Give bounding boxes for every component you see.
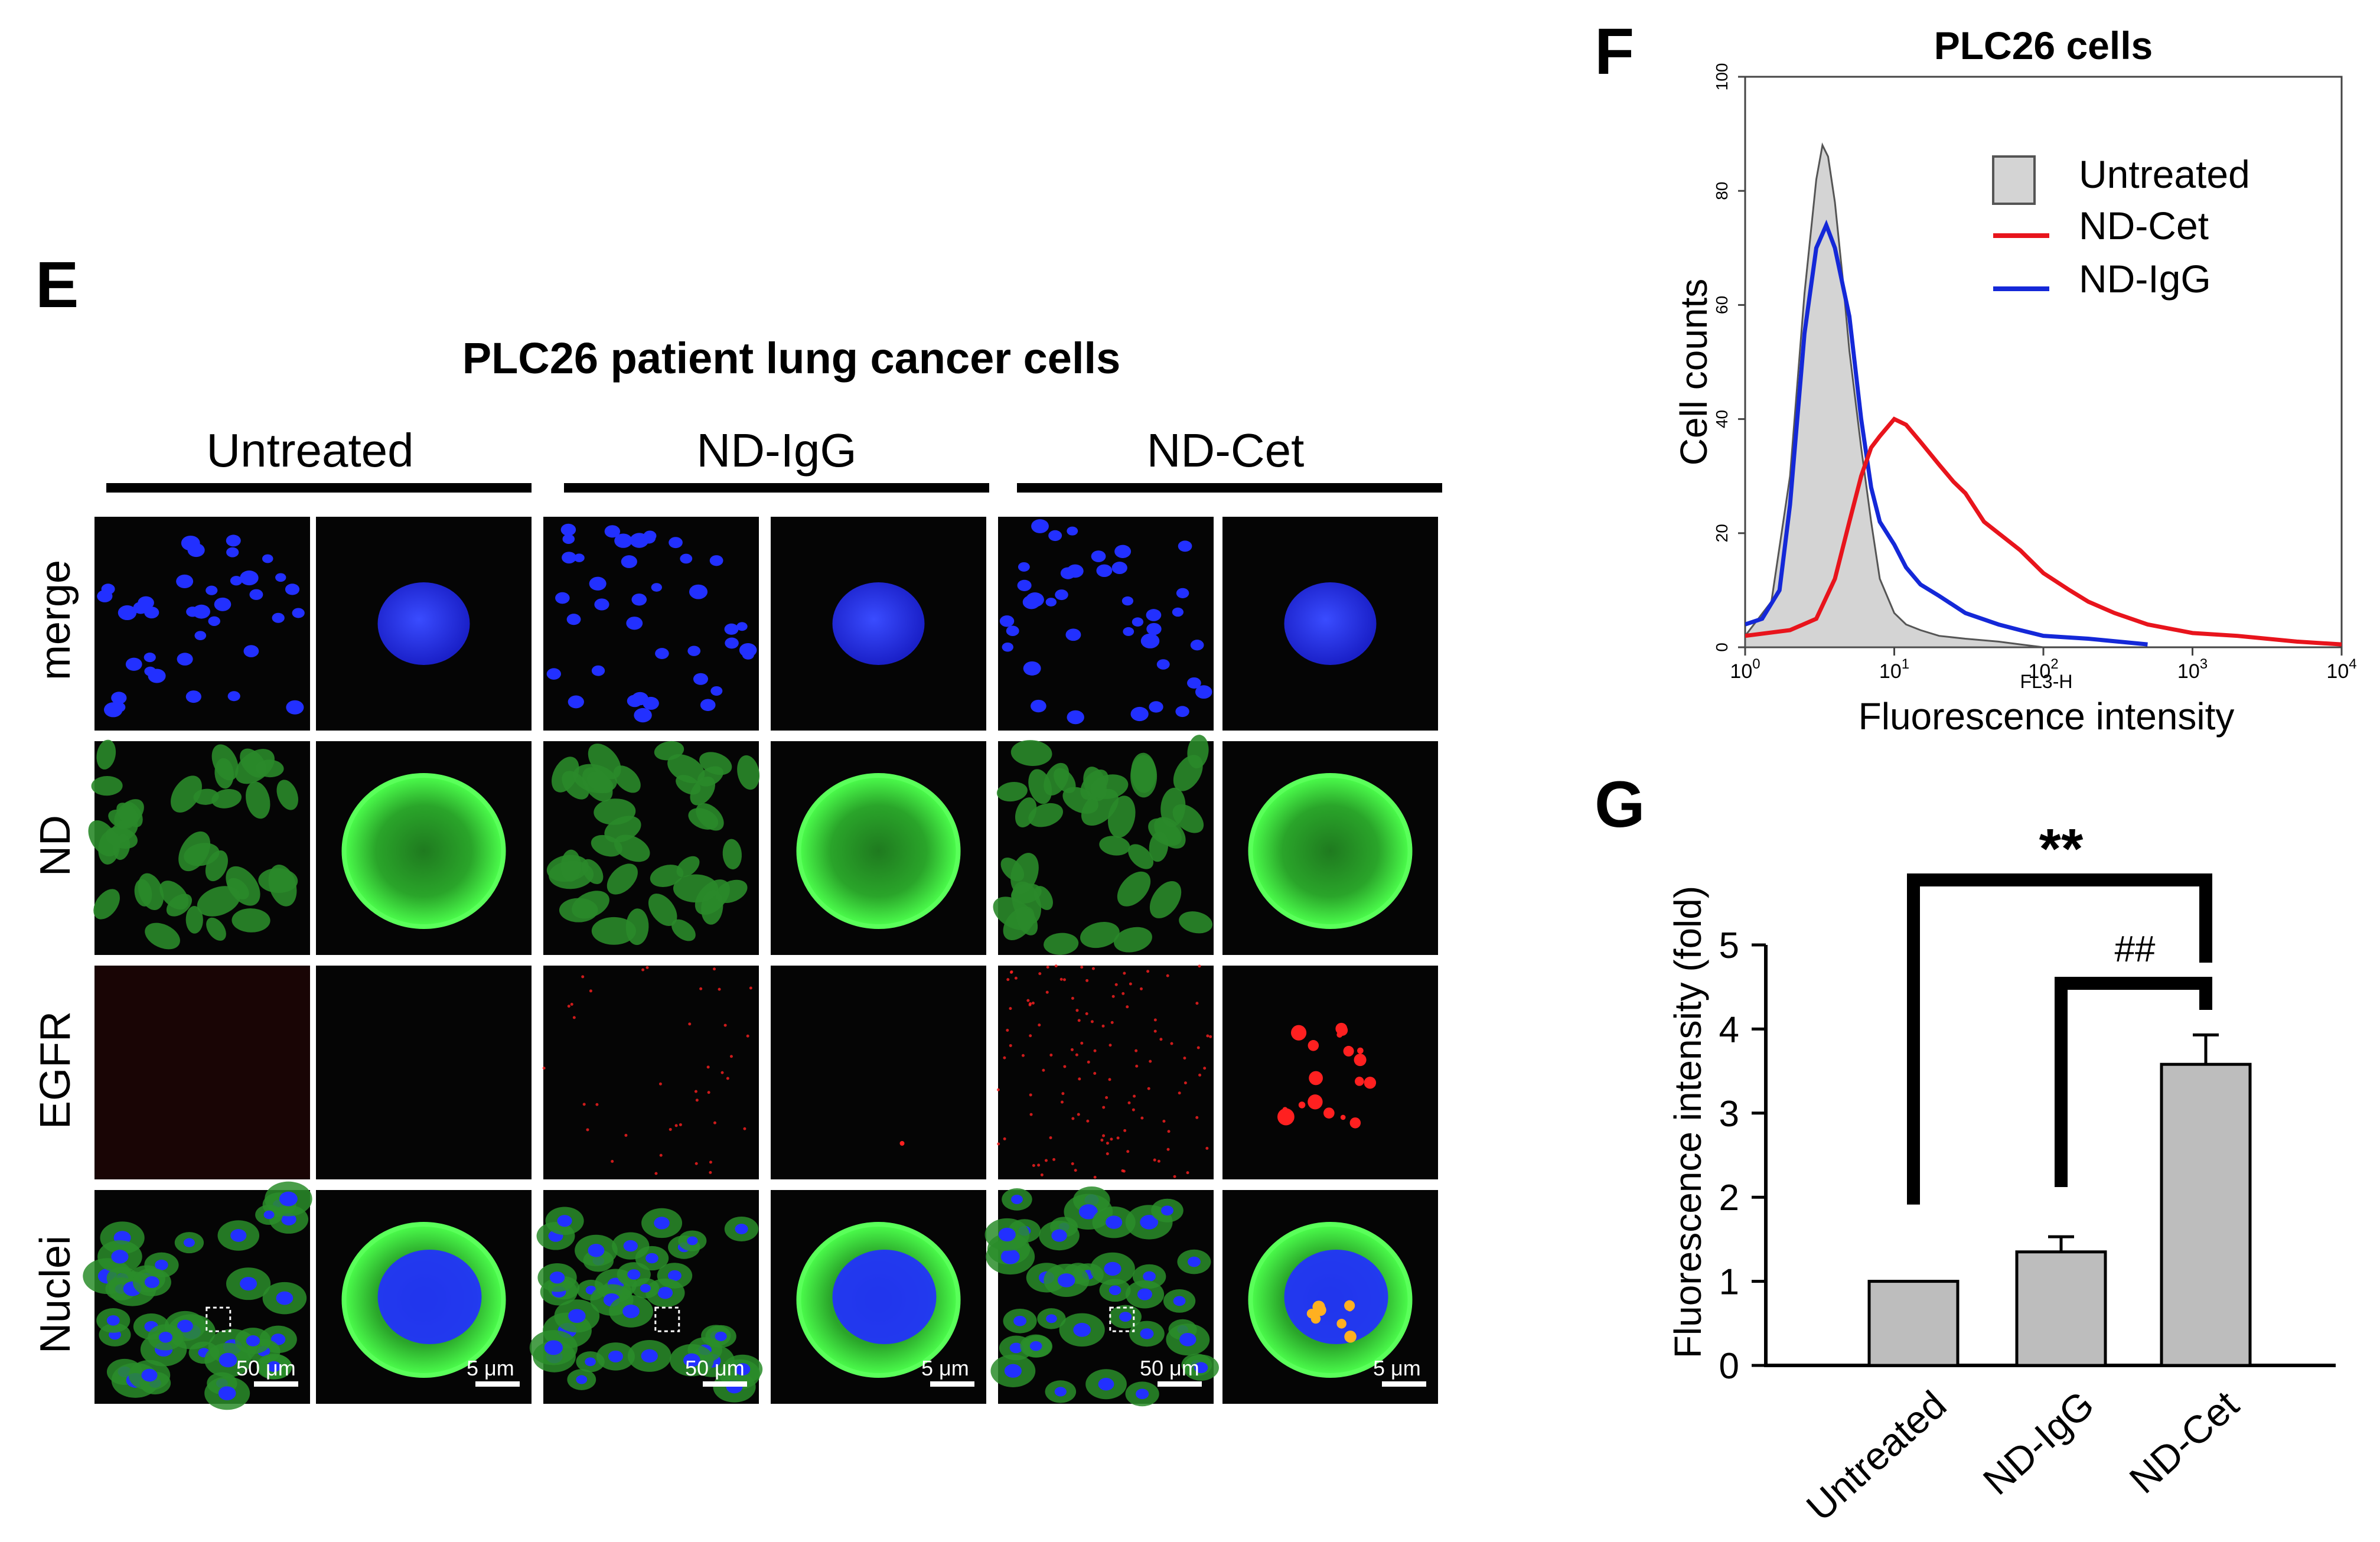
histogram-xlabel-small: FL3-H — [2020, 671, 2073, 692]
micrograph-merge-nd-igg-zoom — [771, 517, 986, 731]
bar-ylabel: Fluorescence intensity (fold) — [1667, 886, 1709, 1358]
micrograph-nd-nd-cet-wide — [993, 735, 1214, 955]
scale-label-50um: 50 μm — [685, 1356, 745, 1380]
micrograph-merge-nd-cet-wide — [998, 517, 1214, 731]
row-label-nd: ND — [32, 815, 79, 876]
significance-brackets: ** ## — [1907, 817, 2212, 1205]
micrograph-nd-untreated-zoom — [316, 741, 532, 955]
bar-ytick-label: 2 — [1719, 1178, 1739, 1218]
histogram-xlabel: Fluorescence intensity — [1859, 695, 2235, 738]
legend-swatch-nd-cet — [1993, 233, 2049, 238]
micrograph-egfr-untreated-zoom — [316, 966, 532, 1179]
group-label-nd-igg: ND-IgG — [696, 424, 856, 477]
micrograph-nuclei-untreated-wide: 50 μm — [83, 1181, 312, 1410]
panel-f-title: PLC26 cells — [1934, 24, 2153, 67]
scale-label-5um: 5 μm — [467, 1356, 514, 1380]
micrograph-nuclei-nd-igg-zoom: 5 μm — [771, 1190, 986, 1404]
micrograph-nd-nd-cet-zoom — [1222, 741, 1438, 955]
scale-bar — [1382, 1381, 1426, 1387]
micrograph-grid: 50 μm 5 μm 50 μm 5 μm 50 μm 5 μm — [83, 517, 1438, 1410]
panel-g: G Fluorescence intensity (fold) 0 1 2 3 4 5 U… — [1595, 768, 2336, 1529]
histogram-xtick-label: 104 — [2326, 656, 2356, 683]
panel-f-letter: F — [1595, 15, 1634, 88]
micrograph-egfr-nd-igg-wide — [542, 966, 759, 1179]
significance-double-hash: ## — [2115, 929, 2156, 970]
bar-ytick-label: 3 — [1719, 1094, 1739, 1135]
panel-e-title: PLC26 patient lung cancer cells — [462, 334, 1120, 383]
scale-label-5um: 5 μm — [1373, 1356, 1421, 1380]
bar-nd-cet — [2160, 1062, 2252, 1367]
bar-nd-igg — [2015, 1250, 2107, 1367]
panel-e-letter: E — [35, 249, 79, 321]
bar-ytick-label: 5 — [1719, 925, 1739, 966]
histogram-legend: Untreated ND-Cet ND-IgG — [1992, 152, 2250, 301]
legend-swatch-nd-igg — [1993, 286, 2049, 291]
group-bar-nd-cet — [1017, 483, 1442, 493]
bar-category-label: ND-IgG — [1975, 1382, 2102, 1503]
histogram-ytick-label: 100 — [1713, 63, 1731, 91]
bar-untreated — [1867, 1280, 1960, 1367]
significance-double-star: ** — [2039, 817, 2084, 881]
legend-label-untreated: Untreated — [2079, 152, 2250, 196]
group-label-nd-cet: ND-Cet — [1147, 424, 1305, 477]
scale-label-50um: 50 μm — [1140, 1356, 1199, 1380]
micrograph-egfr-untreated-wide — [94, 966, 310, 1179]
bar-category-label: Untreated — [1798, 1382, 1954, 1529]
bar-ytick-label: 1 — [1719, 1262, 1739, 1303]
bar-category-label: ND-Cet — [2121, 1382, 2247, 1501]
histogram-ytick-label: 80 — [1713, 182, 1731, 200]
legend-label-nd-igg: ND-IgG — [2079, 257, 2211, 301]
series-nd-cet-line — [1745, 416, 2342, 647]
micrograph-merge-nd-igg-wide — [543, 517, 759, 731]
bar-ytick-label: 4 — [1719, 1009, 1739, 1050]
scale-label-5um: 5 μm — [921, 1356, 969, 1380]
scale-label-50um: 50 μm — [236, 1356, 296, 1380]
series-untreated-fill — [1745, 142, 2044, 647]
micrograph-egfr-nd-cet-zoom — [1222, 966, 1438, 1179]
micrograph-nuclei-nd-cet-zoom: 5 μm — [1222, 1190, 1438, 1404]
micrograph-egfr-nd-igg-zoom — [771, 966, 986, 1179]
micrograph-nuclei-nd-igg-wide: 50 μm — [529, 1190, 763, 1404]
micrograph-merge-untreated-zoom — [316, 517, 532, 731]
histogram-ylabel: Cell counts — [1672, 279, 1715, 466]
histogram-xtick-label: 101 — [1879, 656, 1909, 683]
micrograph-merge-nd-cet-zoom — [1222, 517, 1438, 731]
scale-bar — [703, 1381, 747, 1387]
scale-bar — [1158, 1381, 1202, 1387]
scale-bar — [475, 1381, 520, 1387]
row-label-nuclei: Nuclei — [32, 1235, 79, 1354]
legend-swatch-untreated — [1992, 155, 2036, 205]
micrograph-egfr-nd-cet-wide — [996, 964, 1214, 1179]
scale-bar — [254, 1381, 298, 1387]
row-label-egfr: EGFR — [32, 1011, 79, 1129]
group-bar-untreated — [106, 483, 532, 493]
panel-g-letter: G — [1595, 768, 1645, 841]
micrograph-nd-untreated-wide — [88, 739, 310, 955]
histogram-ytick-label: 20 — [1713, 524, 1731, 542]
histogram-ytick-label: 60 — [1713, 296, 1731, 314]
micrograph-nd-nd-igg-wide — [543, 741, 760, 955]
panel-e: E PLC26 patient lung cancer cells Untrea… — [32, 249, 1442, 1410]
histogram-ytick-label: 0 — [1713, 643, 1731, 652]
histogram-ytick-label: 40 — [1713, 410, 1731, 428]
bar-marks: Untreated ND-IgG ND-Cet — [1798, 1033, 2252, 1529]
row-label-merge: merge — [32, 560, 79, 680]
group-label-untreated: Untreated — [206, 424, 413, 477]
bar-ytick-label: 0 — [1719, 1346, 1739, 1387]
histogram-xtick-label: 100 — [1730, 656, 1760, 683]
micrograph-merge-untreated-wide — [94, 517, 310, 731]
series-nd-igg-line — [1745, 219, 2148, 647]
micrograph-nuclei-untreated-zoom: 5 μm — [316, 1190, 532, 1404]
bar-y-ticks: 0 1 2 3 4 5 — [1719, 925, 1766, 1387]
group-bar-nd-igg — [564, 483, 989, 493]
micrograph-nd-nd-igg-zoom — [771, 741, 986, 955]
scale-bar — [930, 1381, 974, 1387]
micrograph-nuclei-nd-cet-wide: 50 μm — [984, 1186, 1219, 1407]
legend-label-nd-cet: ND-Cet — [2079, 204, 2209, 247]
histogram-xtick-label: 103 — [2177, 656, 2208, 683]
